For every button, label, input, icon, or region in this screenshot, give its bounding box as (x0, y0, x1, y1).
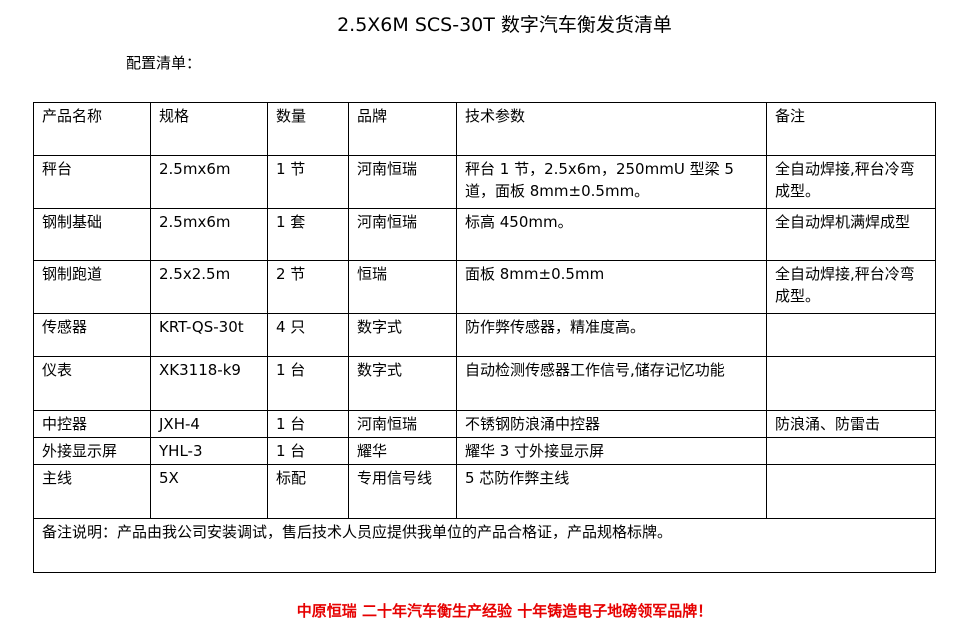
table-cell: 专用信号线 (348, 464, 457, 519)
table-cell: 4 只 (267, 313, 349, 357)
table-cell: 5 芯防作弊主线 (456, 464, 767, 519)
table-cell: 1 台 (267, 437, 349, 465)
table-cell: 耀华 (348, 437, 457, 465)
table-row: 主线 5X 标配 专用信号线 5 芯防作弊主线 (33, 464, 936, 519)
table-cell: 2 节 (267, 260, 349, 314)
footer-slogan: 中原恒瑞 二十年汽车衡生产经验 十年铸造电子地磅领军品牌！ (296, 602, 713, 620)
table-cell: 防作弊传感器，精准度高。 (456, 313, 767, 357)
table-cell: 品牌 (348, 102, 457, 156)
table-cell: YHL-3 (150, 437, 268, 465)
table-cell: 耀华 3 寸外接显示屏 (456, 437, 767, 465)
note-text: 备注说明：产品由我公司安装调试，售后技术人员应提供我单位的产品合格证，产品规格标… (33, 518, 936, 573)
table-cell (766, 437, 936, 465)
table-cell: 中控器 (33, 410, 151, 438)
table-cell: 防浪涌、防雷击 (766, 410, 936, 438)
table-cell: 不锈钢防浪涌中控器 (456, 410, 767, 438)
table-row: 传感器 KRT-QS-30t 4 只数字式 防作弊传感器，精准度高。 (33, 313, 936, 357)
table-cell (766, 464, 936, 519)
table-cell (766, 313, 936, 357)
table-row: 钢制基础 2.5mx6m 1 套河南恒瑞 标高 450mm。 全自动焊机满焊成型 (33, 208, 936, 261)
table-cell: 外接显示屏 (33, 437, 151, 465)
table-row: 中控器 JXH-4 1 台河南恒瑞 不锈钢防浪涌中控器 防浪涌、防雷击 (33, 410, 936, 438)
table-row: 秤台 2.5mx6m 1 节河南恒瑞 秤台 1 节，2.5x6m，250mmU 型梁 … (33, 155, 936, 209)
table-cell: 全自动焊接,秤台冷弯成型。 (766, 260, 936, 314)
table-cell: 技术参数 (456, 102, 767, 156)
table-cell (766, 356, 936, 411)
table-cell: 河南恒瑞 (348, 410, 457, 438)
table-cell: 1 台 (267, 410, 349, 438)
table-cell: 全自动焊接,秤台冷弯成型。 (766, 155, 936, 209)
table-cell: 自动检测传感器工作信号,储存记忆功能 (456, 356, 767, 411)
table-cell: 数字式 (348, 356, 457, 411)
table-cell: 1 套 (267, 208, 349, 261)
table-cell: 规格 (150, 102, 268, 156)
table-cell: 2.5mx6m (150, 208, 268, 261)
table-cell: 秤台 1 节，2.5x6m，250mmU 型梁 5 道，面板 8mm±0.5mm… (456, 155, 767, 209)
table-row: 钢制跑道 2.5x2.5m 2 节恒瑞 面板 8mm±0.5mm 全自动焊接,秤台冷弯成… (33, 260, 936, 314)
table-row: 仪表 XK3118-k9 1 台数字式 自动检测传感器工作信号,储存记忆功能 (33, 356, 936, 411)
table-cell: 标配 (267, 464, 349, 519)
table-cell: 面板 8mm±0.5mm (456, 260, 767, 314)
table-cell: 数字式 (348, 313, 457, 357)
table-cell: 产品名称 (33, 102, 151, 156)
section-label: 配置清单： (126, 54, 202, 72)
table-cell: 2.5mx6m (150, 155, 268, 209)
table-header-row: 产品名称 规格 数量 品牌 技术参数 备注 (33, 102, 936, 156)
shipping-list-table: 产品名称 规格 数量 品牌 技术参数 备注 秤台 2.5mx6m 1 节河南恒瑞 秤台 1 节，2… (33, 102, 936, 573)
table-cell: 全自动焊机满焊成型 (766, 208, 936, 261)
table-cell: 数量 (267, 102, 349, 156)
table-cell: 1 节 (267, 155, 349, 209)
table-cell: 河南恒瑞 (348, 155, 457, 209)
table-cell: 传感器 (33, 313, 151, 357)
table-cell: 标高 450mm。 (456, 208, 767, 261)
table-cell: 主线 (33, 464, 151, 519)
table-cell: KRT-QS-30t (150, 313, 268, 357)
table-cell: 恒瑞 (348, 260, 457, 314)
table-cell: XK3118-k9 (150, 356, 268, 411)
table-cell: 钢制跑道 (33, 260, 151, 314)
table-row: 外接显示屏 YHL-3 1 台耀华 耀华 3 寸外接显示屏 (33, 437, 936, 465)
table-cell: 2.5x2.5m (150, 260, 268, 314)
table-cell: 秤台 (33, 155, 151, 209)
table-cell: 河南恒瑞 (348, 208, 457, 261)
table-cell: 5X (150, 464, 268, 519)
table-cell: 备注 (766, 102, 936, 156)
note-row: 备注说明：产品由我公司安装调试，售后技术人员应提供我单位的产品合格证，产品规格标… (33, 518, 936, 573)
table-cell: 仪表 (33, 356, 151, 411)
table-cell: 1 台 (267, 356, 349, 411)
page-title: 2.5X6M SCS-30T 数字汽车衡发货清单 (337, 14, 672, 36)
table-cell: 钢制基础 (33, 208, 151, 261)
table-cell: JXH-4 (150, 410, 268, 438)
